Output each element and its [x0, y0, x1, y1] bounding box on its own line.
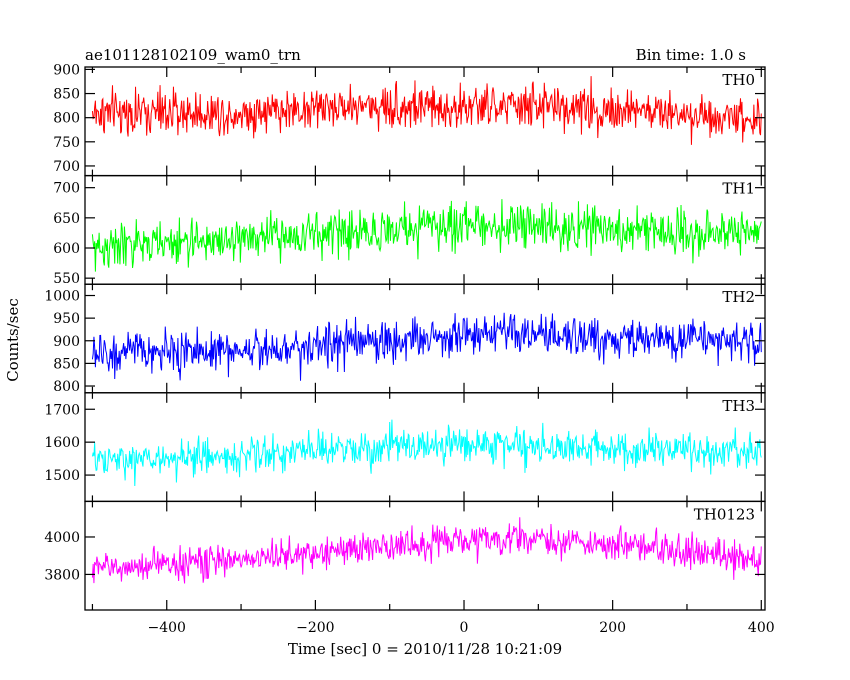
panel-frame-TH1	[84, 174, 766, 285]
y-tick-label-TH0-900: 900	[53, 62, 80, 78]
y-tick-label-TH0123-3800: 3800	[44, 567, 80, 583]
y-tick-label-TH3-1500: 1500	[44, 468, 80, 484]
series-line-TH3	[91, 419, 762, 486]
panel-label-TH2: TH2	[722, 288, 755, 306]
y-tick-label-TH0-750: 750	[53, 135, 80, 151]
panel-frame-TH0123	[84, 500, 766, 611]
y-tick-label-TH0123-4000: 4000	[44, 530, 80, 546]
y-tick-label-TH2-850: 850	[53, 356, 80, 372]
y-tick-label-TH3-1700: 1700	[44, 402, 80, 418]
panel-label-TH0: TH0	[722, 71, 755, 89]
series-line-TH2	[91, 312, 762, 381]
series-line-TH0	[91, 76, 762, 145]
y-tick-label-TH1-550: 550	[53, 271, 80, 287]
y-tick-label-TH0-800: 800	[53, 111, 80, 127]
panel-label-TH1: TH1	[722, 180, 755, 198]
x-tick-label--200: −200	[296, 620, 334, 636]
series-line-TH0123	[91, 517, 762, 584]
x-tick-label-400: 400	[748, 620, 775, 636]
chart-title: ae101128102109_wam0_trn	[85, 46, 301, 64]
x-tick-label-0: 0	[460, 620, 469, 636]
y-tick-label-TH2-800: 800	[53, 379, 80, 395]
y-tick-label-TH2-1000: 1000	[44, 289, 80, 305]
panel-label-TH0123: TH0123	[694, 505, 755, 523]
y-tick-label-TH0-850: 850	[53, 87, 80, 103]
y-tick-label-TH2-900: 900	[53, 334, 80, 350]
x-tick-label-200: 200	[599, 620, 626, 636]
y-axis-label: Counts/sec	[4, 298, 22, 382]
y-tick-label-TH2-950: 950	[53, 311, 80, 327]
bin-time-label: Bin time: 1.0 s	[636, 46, 746, 64]
x-tick-label--400: −400	[148, 620, 186, 636]
y-tick-label-TH1-600: 600	[53, 241, 80, 257]
panels: TH0 700 750 800 850 900 TH1 550 600 650 700 TH2 800 8…	[44, 62, 774, 636]
panel-label-TH3: TH3	[722, 397, 755, 415]
y-tick-label-TH0-700: 700	[53, 159, 80, 175]
y-tick-label-TH1-650: 650	[53, 211, 80, 227]
y-tick-label-TH3-1600: 1600	[44, 435, 80, 451]
x-axis-label: Time [sec] 0 = 2010/11/28 10:21:09	[288, 640, 562, 658]
series-line-TH1	[91, 199, 762, 272]
y-tick-label-TH1-700: 700	[53, 181, 80, 197]
